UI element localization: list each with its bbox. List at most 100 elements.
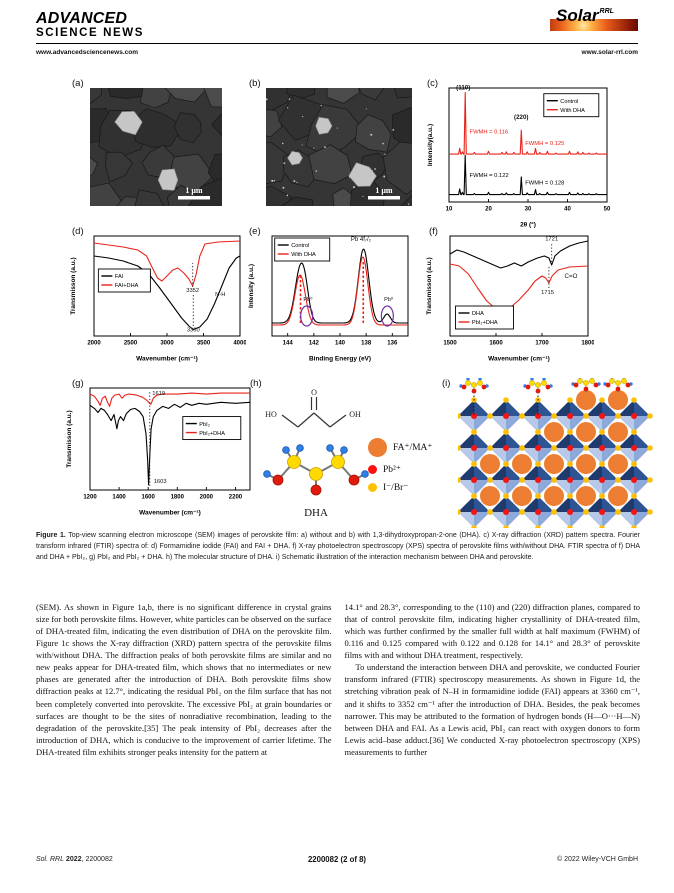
svg-text:Intensity (a.u.): Intensity (a.u.) [248, 264, 255, 308]
svg-text:(110): (110) [456, 85, 470, 92]
header-rule [36, 43, 638, 45]
panel-label-a: (a) [72, 78, 84, 89]
svg-text:1400: 1400 [112, 495, 126, 501]
svg-text:1619: 1619 [152, 391, 165, 397]
svg-text:2000: 2000 [87, 341, 101, 347]
svg-text:1600: 1600 [142, 495, 156, 501]
xps-chart: 144 142 140 138 136 Binding Energy (eV) Intens… [248, 235, 409, 362]
svg-text:20: 20 [485, 207, 492, 213]
svg-text:PbI₂: PbI₂ [199, 422, 210, 428]
svg-text:Wavenumber (cm⁻¹): Wavenumber (cm⁻¹) [136, 356, 198, 363]
svg-text:Pb 4f₇/₂: Pb 4f₇/₂ [351, 237, 372, 243]
svg-text:OH: OH [349, 410, 361, 419]
footer-page-number: 2200082 (2 of 8) [307, 855, 367, 864]
svg-text:4000: 4000 [233, 341, 246, 347]
svg-text:Wavenumber (cm⁻¹): Wavenumber (cm⁻¹) [139, 510, 201, 517]
svg-text:DHA: DHA [472, 311, 484, 317]
brand-line1: ADVANCED [36, 10, 128, 27]
svg-text:1200: 1200 [83, 495, 97, 501]
paragraph: To understand the interaction between DH… [344, 662, 641, 757]
panel-label-g: (g) [72, 378, 84, 389]
svg-text:140: 140 [335, 341, 346, 347]
svg-text:50: 50 [604, 207, 611, 213]
svg-text:1700: 1700 [535, 341, 549, 347]
svg-text:3500: 3500 [197, 341, 211, 347]
svg-text:1500: 1500 [443, 341, 457, 347]
svg-text:O: O [311, 388, 317, 397]
svg-text:FWMH = 0.122: FWMH = 0.122 [470, 173, 509, 179]
svg-text:1800: 1800 [171, 495, 185, 501]
figure-caption: Figure 1. Top-view scanning electron mic… [36, 531, 640, 564]
panel-label-h: (h) [250, 378, 262, 389]
panel-label-d: (d) [72, 226, 84, 237]
svg-text:FAI+DHA: FAI+DHA [115, 283, 139, 289]
svg-text:144: 144 [283, 341, 294, 347]
body-left-column: (SEM). As shown in Figure 1a,b, there is… [36, 601, 332, 758]
dha-molecular-structure: HO O OH DHA [263, 388, 369, 519]
svg-text:142: 142 [309, 341, 320, 347]
svg-text:1800: 1800 [581, 341, 594, 347]
svg-text:PbI₂+DHA: PbI₂+DHA [199, 431, 225, 437]
svg-text:With DHA: With DHA [560, 108, 585, 114]
svg-text:3360: 3360 [187, 328, 200, 334]
svg-text:FWMH = 0.125: FWMH = 0.125 [525, 141, 564, 147]
svg-text:Pb⁰: Pb⁰ [303, 296, 313, 303]
svg-text:PbI₂+DHA: PbI₂+DHA [472, 320, 498, 326]
svg-text:Pb⁰: Pb⁰ [384, 296, 394, 303]
svg-text:FWMH = 0.116: FWMH = 0.116 [470, 130, 509, 136]
solar-word: Solar [556, 6, 599, 25]
svg-text:2200: 2200 [229, 495, 243, 501]
panel-label-c: (c) [427, 78, 439, 89]
solar-rrl-logo: SolarRRL [540, 6, 638, 32]
svg-text:2000: 2000 [200, 495, 214, 501]
svg-text:Wavenumber (cm⁻¹): Wavenumber (cm⁻¹) [488, 356, 550, 363]
panel-label-i: (i) [442, 378, 451, 389]
footer-ref: , 2200082 [81, 856, 113, 863]
legend-row-halide: I⁻/Br⁻ [368, 482, 432, 493]
svg-text:FWMH = 0.128: FWMH = 0.128 [525, 180, 564, 186]
svg-text:138: 138 [361, 341, 372, 347]
svg-text:Transmisson (a.u.): Transmisson (a.u.) [426, 257, 433, 314]
svg-text:2500: 2500 [124, 341, 138, 347]
fa-ma-cation-dot [368, 438, 387, 457]
svg-text:2θ (°): 2θ (°) [520, 221, 536, 229]
paragraph: (SEM). As shown in Figure 1a,b, there is… [36, 602, 332, 757]
svg-text:30: 30 [525, 207, 532, 213]
svg-text:1603: 1603 [154, 479, 167, 485]
svg-text:1721: 1721 [545, 237, 558, 243]
body-right-column: 14.1° and 28.3°, corresponding to the (1… [345, 601, 641, 758]
svg-text:FAI: FAI [115, 274, 124, 280]
ftir-dha-pbi2-chart: 1500 1600 1700 1800 Wavenumber (cm⁻¹) Transmi… [426, 235, 594, 363]
svg-text:1600: 1600 [489, 341, 503, 347]
rrl-superscript: RRL [599, 8, 614, 15]
svg-text:1715: 1715 [541, 290, 554, 296]
svg-text:Control: Control [560, 99, 578, 105]
svg-text:136: 136 [387, 341, 398, 347]
figure-caption-lead: Figure 1. [36, 532, 66, 539]
svg-text:Transmisson (a.u.): Transmisson (a.u.) [70, 257, 77, 314]
brand-line2: SCIENCE NEWS [36, 27, 145, 39]
perovskite-lattice-schematic [458, 378, 653, 528]
halide-dot [368, 483, 377, 492]
halide-label: I⁻/Br⁻ [383, 483, 409, 493]
svg-text:1 μm: 1 μm [375, 186, 393, 195]
perovskite-legend: FA⁺/MA⁺ Pb²⁺ I⁻/Br⁻ [368, 438, 432, 500]
svg-text:C=O: C=O [565, 273, 578, 280]
svg-text:40: 40 [564, 207, 571, 213]
footer-journal: Sol. RRL [36, 856, 65, 863]
fa-ma-label: FA⁺/MA⁺ [393, 443, 433, 453]
xrd-chart: 10 20 30 40 50 2θ (°) Intensity(a.u.) (110) (220… [427, 85, 611, 229]
ftir-fai-chart: 2000 2500 3000 3500 4000 Wavenumber (cm⁻¹) Tra… [70, 235, 246, 363]
left-url: www.advancedsciencenews.com [36, 49, 138, 56]
body-text: (SEM). As shown in Figure 1a,b, there is… [36, 601, 640, 758]
panel-label-e: (e) [249, 226, 261, 237]
panel-label-b: (b) [249, 78, 261, 89]
footer-citation: Sol. RRL 2022, 2200082 [36, 856, 113, 863]
svg-text:Intensity(a.u.): Intensity(a.u.) [427, 124, 434, 166]
svg-text:HO: HO [265, 410, 277, 419]
svg-text:10: 10 [446, 207, 453, 213]
footer-year: 2022 [66, 856, 82, 863]
ftir-pbi2-chart: 1200 1400 1600 1800 2000 2200 Wavenumber (cm⁻¹… [66, 387, 251, 517]
pb-label: Pb²⁺ [383, 465, 401, 475]
